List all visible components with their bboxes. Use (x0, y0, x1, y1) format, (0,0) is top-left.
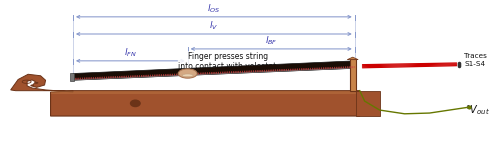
Polygon shape (350, 59, 356, 91)
Ellipse shape (178, 69, 197, 78)
Text: $°V_{out}$: $°V_{out}$ (466, 103, 490, 117)
Ellipse shape (182, 74, 193, 77)
Polygon shape (73, 61, 354, 80)
Text: $l_V$: $l_V$ (209, 19, 218, 32)
Polygon shape (50, 91, 360, 116)
Text: Finger presses string
into contact with velostat: Finger presses string into contact with … (178, 52, 276, 71)
Text: $l_{BF}$: $l_{BF}$ (265, 34, 278, 47)
Text: $l_{FN}$: $l_{FN}$ (124, 46, 136, 59)
Polygon shape (50, 91, 360, 94)
Text: Traces
S1-S4: Traces S1-S4 (464, 53, 487, 67)
Polygon shape (10, 74, 73, 92)
Polygon shape (347, 57, 358, 60)
Polygon shape (356, 91, 380, 116)
Ellipse shape (35, 82, 38, 84)
Ellipse shape (130, 100, 141, 107)
Ellipse shape (30, 84, 34, 86)
Polygon shape (70, 73, 74, 81)
Text: $l_{OS}$: $l_{OS}$ (207, 2, 220, 15)
